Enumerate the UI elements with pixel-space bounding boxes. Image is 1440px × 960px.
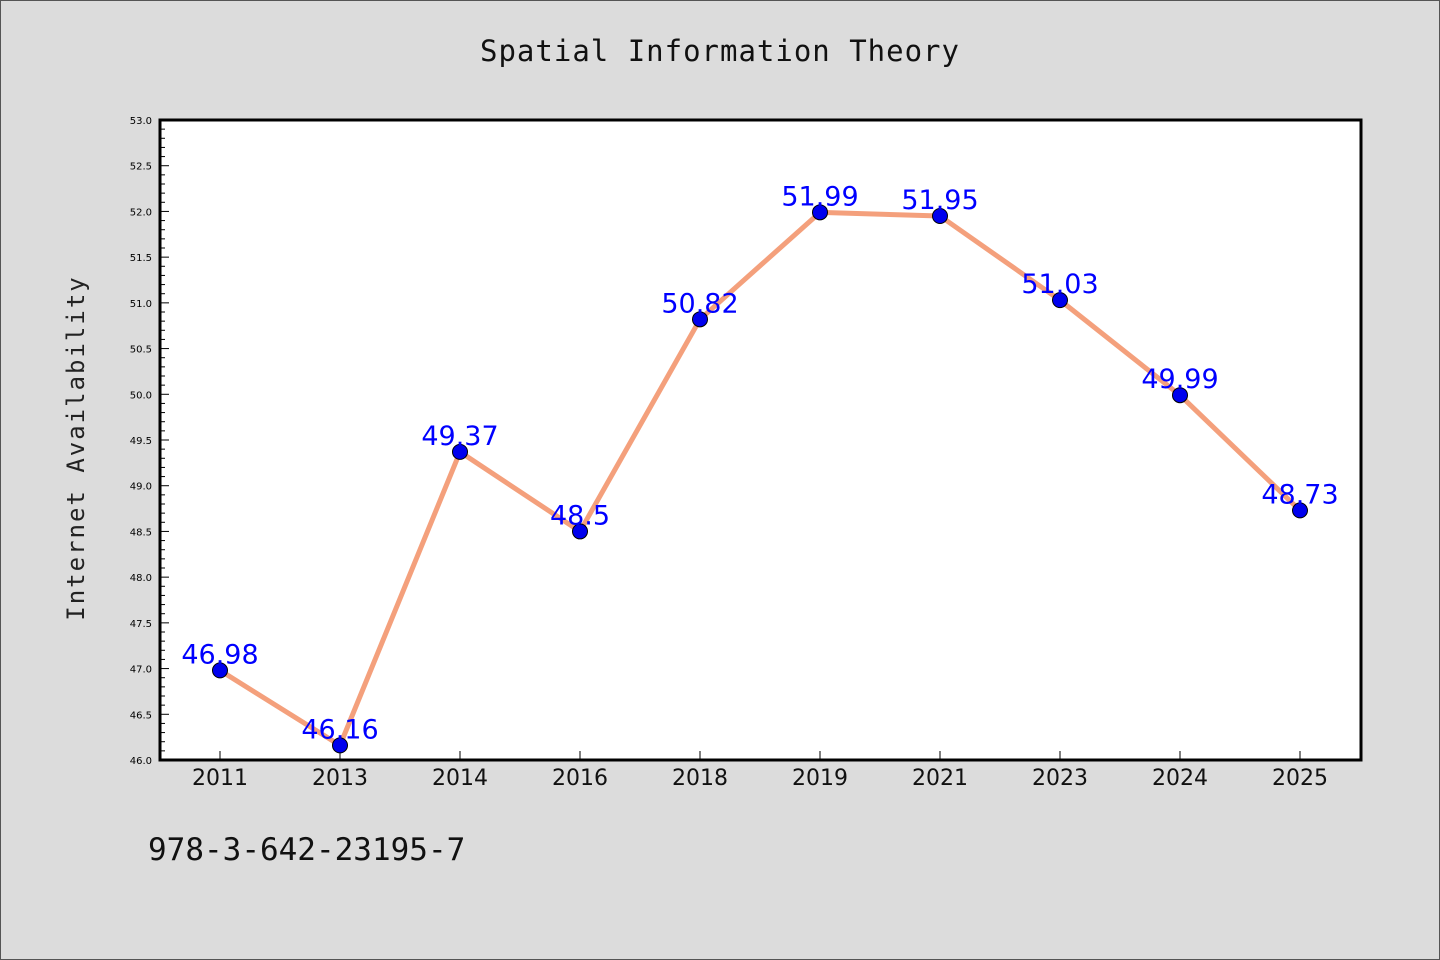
data-point — [452, 443, 468, 460]
data-point — [1292, 502, 1308, 519]
x-tick-label: 2013 — [312, 766, 368, 791]
data-label: 49.99 — [1141, 364, 1218, 395]
data-point — [1172, 387, 1188, 404]
data-point — [332, 737, 348, 754]
x-tick-label: 2024 — [1152, 766, 1208, 791]
data-label: 46.98 — [181, 639, 258, 670]
series-layer: 46.98 46.16 49.37 48.5 50.82 51.99 51.95 51.03 4… — [181, 181, 1339, 754]
y-tick-label: 46.0 — [130, 756, 152, 767]
x-tick-label: 2019 — [792, 766, 848, 791]
data-label: 49.37 — [421, 421, 498, 452]
data-label: 48.73 — [1261, 479, 1338, 510]
y-tick-label: 49.5 — [130, 436, 152, 447]
x-tick-label: 2025 — [1272, 766, 1328, 791]
data-label: 51.99 — [781, 181, 858, 212]
x-tick-label: 2023 — [1032, 766, 1088, 791]
data-point — [692, 311, 708, 328]
y-axis-title: Internet Availability — [62, 275, 90, 620]
data-label: 48.5 — [550, 500, 610, 531]
y-tick-label: 49.0 — [130, 482, 152, 493]
data-label: 50.82 — [661, 288, 738, 319]
y-tick-label: 48.0 — [130, 573, 152, 584]
y-tick-label: 52.5 — [130, 162, 152, 173]
data-point — [572, 523, 588, 540]
y-tick-label: 48.5 — [130, 527, 152, 538]
x-tick-label: 2011 — [192, 766, 248, 791]
y-tick-label: 51.0 — [130, 299, 152, 310]
y-tick-label: 47.0 — [130, 665, 152, 676]
plot-area — [158, 118, 1363, 762]
data-point — [932, 208, 948, 224]
x-tick-label: 2021 — [912, 766, 968, 791]
y-axis: 46.0 46.5 47.0 47.5 48.0 48.5 49.0 49.5 50.0 50.5… — [130, 116, 169, 767]
x-axis: 2011 2013 2014 2016 2018 2019 2021 2023 2024 2025 — [192, 751, 1328, 791]
data-label: 51.95 — [901, 185, 978, 216]
x-tick-label: 2014 — [432, 766, 488, 791]
data-point — [212, 662, 228, 679]
y-tick-label: 47.5 — [130, 619, 152, 630]
data-label: 51.03 — [1021, 269, 1098, 300]
y-tick-label: 50.5 — [130, 345, 152, 356]
y-tick-label: 53.0 — [130, 116, 152, 127]
series-line — [217, 209, 1303, 748]
y-tick-label: 50.0 — [130, 390, 152, 401]
footer-code: 978-3-642-23195-7 — [148, 832, 466, 868]
y-tick-label: 52.0 — [130, 207, 152, 218]
data-point — [812, 204, 828, 221]
data-label: 46.16 — [301, 714, 378, 745]
y-tick-label: 46.5 — [130, 710, 152, 721]
y-tick-label: 51.5 — [130, 253, 152, 264]
chart-title: Spatial Information Theory — [480, 34, 960, 68]
x-tick-label: 2016 — [552, 766, 608, 791]
x-tick-label: 2018 — [672, 766, 728, 791]
data-point — [1052, 292, 1068, 309]
